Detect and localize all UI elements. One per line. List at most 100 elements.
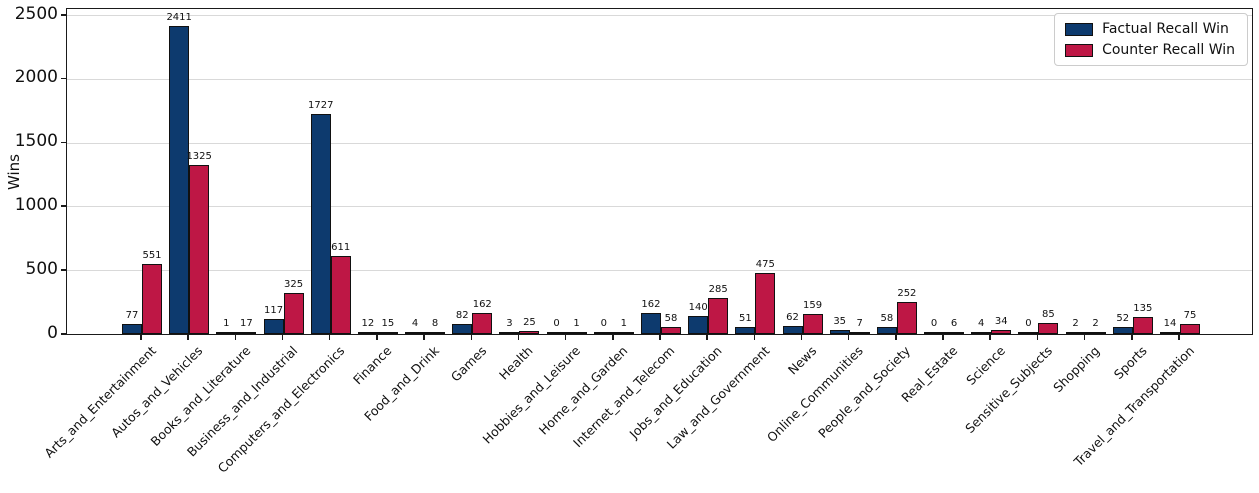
counter-recall-bar-Arts_and_Entertainment — [142, 264, 162, 334]
bar-value-label: 58 — [880, 313, 894, 324]
x-tick-mark — [1083, 334, 1086, 340]
x-tick-mark — [847, 334, 850, 340]
x-tick-mark — [376, 334, 378, 340]
legend-row: Counter Recall Win — [1065, 42, 1235, 58]
factual-recall-bar-Law_and_Government — [735, 327, 756, 334]
bar-value-label: 162 — [472, 299, 492, 310]
gridline-1000 — [67, 206, 1252, 208]
bar-value-label: 62 — [786, 312, 799, 323]
bar-value-label: 325 — [283, 279, 304, 290]
bar-value-label: 159 — [802, 300, 823, 311]
bar-value-label: 140 — [688, 302, 708, 313]
y-tick-mark — [61, 14, 66, 16]
bar-group-Sensitive_Subjects: 0 85 — [1018, 9, 1059, 334]
factual-recall-bar-Sports — [1112, 327, 1133, 334]
factual-recall-bar-Science — [971, 332, 992, 334]
x-tick-mark — [234, 334, 237, 340]
factual-recall-bar-Games — [452, 324, 473, 334]
x-tick-mark — [564, 334, 567, 340]
factual-recall-bar-People_and_Society — [876, 327, 897, 334]
counter-recall-bar-Law_and_Government — [755, 273, 776, 334]
x-tick-mark — [423, 334, 425, 340]
factual-recall-bar-Business_and_Industrial — [263, 319, 284, 334]
bar-value-label: 117 — [263, 305, 284, 316]
bar-group-Law_and_Government: 51 475 — [735, 9, 776, 334]
counter-recall-bar-Hobbies_and_Leisure — [566, 332, 587, 334]
x-tick-mark — [470, 334, 472, 340]
y-tick-label-1000: 1000 — [14, 194, 58, 215]
counter-recall-bar-Computers_and_Electronics — [330, 256, 351, 334]
counter-recall-bar-Jobs_and_Education — [708, 298, 729, 334]
x-tick-label-Games: Games — [447, 343, 489, 385]
bar-value-label: 2411 — [166, 12, 192, 23]
x-tick-mark — [517, 334, 520, 340]
x-tick-mark — [942, 334, 944, 340]
factual-recall-bar-Health — [499, 332, 520, 334]
counter-recall-bar-Shopping — [1085, 332, 1106, 334]
legend-label: Factual Recall Win — [1102, 21, 1229, 37]
factual-recall-bar-Travel_and_Transportation — [1159, 332, 1180, 334]
x-tick-label-Science: Science — [962, 343, 1008, 388]
bar-group-Science: 4 34 — [971, 9, 1012, 334]
y-tick-mark — [61, 333, 66, 335]
x-tick-mark — [281, 334, 284, 340]
bar-group-Jobs_and_Education: 140 285 — [688, 9, 729, 334]
legend: Factual Recall Win Counter Recall Win — [1054, 13, 1248, 66]
counter-recall-bar-Science — [991, 330, 1012, 334]
bar-value-label: 1 — [223, 318, 230, 329]
bar-value-label: 2 — [1092, 318, 1099, 329]
counter-recall-bar-Games — [472, 313, 493, 334]
bar-group-Business_and_Industrial: 117 325 — [263, 9, 304, 334]
bar-value-label: 25 — [523, 317, 536, 328]
bar-value-label: 0 — [600, 318, 607, 329]
x-tick-label-Autos_and_Vehicles: Autos_and_Vehicles — [108, 343, 206, 441]
factual-recall-bar-Finance — [357, 332, 378, 334]
y-tick-mark — [61, 141, 66, 144]
bar-value-label: 0 — [553, 318, 560, 329]
bar-value-label: 162 — [641, 299, 661, 310]
bar-value-label: 51 — [738, 313, 752, 324]
bar-value-label: 8 — [431, 318, 439, 329]
factual-recall-bar-Books_and_Literature — [216, 332, 237, 334]
bar-group-Travel_and_Transportation: 14 75 — [1159, 9, 1200, 334]
bar-value-label: 35 — [833, 316, 847, 327]
factual-recall-bar-News — [782, 326, 803, 334]
x-tick-label-People_and_Society: People_and_Society — [815, 343, 914, 441]
counter-recall-bar-Finance — [377, 332, 398, 334]
x-tick-mark — [187, 334, 189, 340]
bar-value-label: 15 — [381, 318, 395, 329]
bar-value-label: 52 — [1116, 313, 1130, 324]
x-tick-label-Health: Health — [496, 343, 537, 383]
counter-recall-bar-People_and_Society — [896, 302, 917, 334]
counter-recall-bar-Home_and_Garden — [613, 332, 634, 334]
bar-value-label: 75 — [1183, 310, 1197, 321]
factual-recall-bar-Computers_and_Electronics — [310, 114, 331, 334]
x-tick-mark — [895, 334, 897, 340]
bar-value-label: 34 — [994, 316, 1008, 327]
counter-recall-bar-Real_Estate — [944, 332, 965, 334]
x-tick-mark — [1131, 334, 1133, 340]
bar-value-label: 12 — [361, 318, 375, 329]
bar-value-label: 252 — [897, 288, 917, 299]
x-tick-label-Home_and_Garden: Home_and_Garden — [535, 343, 631, 438]
gridline-500 — [67, 270, 1252, 272]
x-tick-mark — [1178, 334, 1180, 340]
x-tick-mark — [140, 334, 142, 340]
bar-value-label: 135 — [1133, 303, 1153, 314]
bar-value-label: 551 — [142, 250, 162, 261]
counter-recall-bar-Autos_and_Vehicles — [189, 165, 210, 334]
y-tick-label-1500: 1500 — [14, 131, 58, 152]
bar-group-Books_and_Literature: 1 17 — [216, 9, 257, 334]
bar-group-People_and_Society: 58 252 — [876, 9, 917, 334]
legend-swatch-icon — [1065, 43, 1094, 57]
bar-value-label: 611 — [331, 242, 351, 253]
y-tick-label-2000: 2000 — [14, 67, 58, 88]
x-tick-label-Sports: Sports — [1110, 343, 1150, 382]
counter-recall-bar-Food_and_Drink — [425, 332, 446, 334]
y-tick-mark — [61, 269, 66, 271]
counter-recall-bar-Health — [519, 331, 540, 334]
x-tick-mark — [989, 334, 991, 340]
